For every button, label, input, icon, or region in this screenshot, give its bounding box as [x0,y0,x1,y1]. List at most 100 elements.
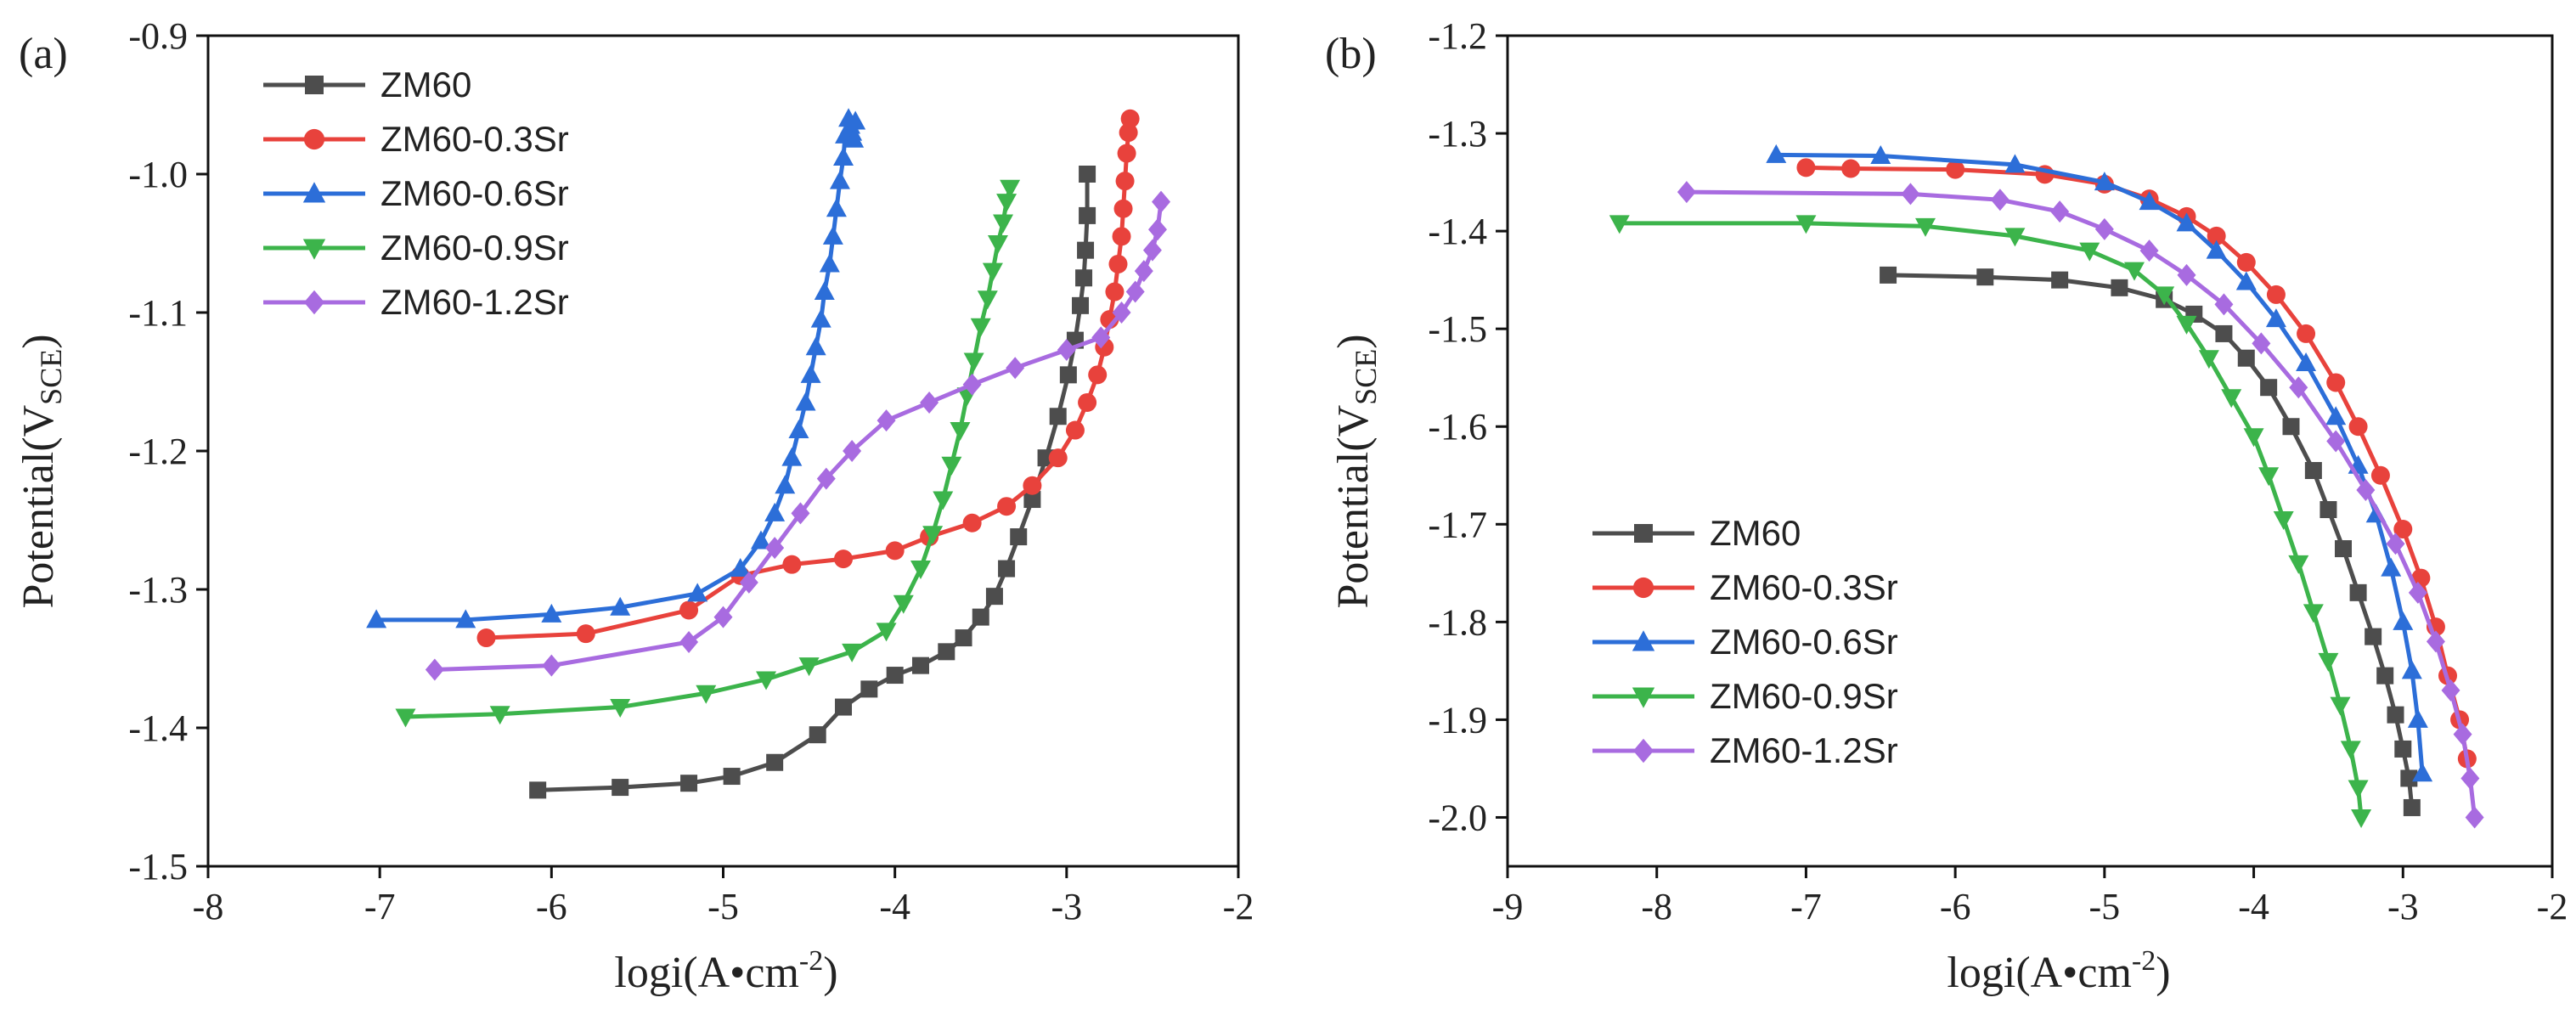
panel-a-series-zm60-0-3sr-point [1117,144,1136,163]
panel-b-series-zm60-point [2349,583,2367,601]
panel-a-series-zm60-0-9sr-point [933,491,954,510]
panel-a-series-zm60-0-3sr-point [1088,365,1108,385]
panel-b-legend-marker [1632,687,1655,708]
panel-a-series-zm60-0-3sr-point [885,541,905,561]
panel-a-series-zm60-0-3sr-point [1065,420,1085,440]
panel-b-axis-frame [1506,34,2554,868]
panel-b-legend-label: ZM60 [1710,513,1801,553]
panel-b-series-zm60-1-2sr-point [2356,479,2376,502]
panel-a-series-zm60-0-9sr-point [842,643,863,662]
panel-b-series-zm60-0-3sr-point [2207,226,2226,245]
panel-a-series-zm60-1-2sr-point [1152,190,1171,213]
panel-a-series-zm60-point [1075,269,1093,287]
panel-b-series-zm60-0-3sr-point [2348,417,2368,437]
panel-b-series-zm60-1-2sr-point [2289,376,2308,399]
panel-b-series-zm60-point [1976,268,1994,286]
panel-a-series-zm60-1-2sr-point [920,391,939,414]
panel-b-series-zm60-0-3sr-point [2370,465,2390,485]
panel-b-series-zm60-1-2sr-point [2426,630,2445,653]
panel-b-series-zm60-0-9sr-point [2124,262,2145,281]
panel-b-series-zm60-0-3sr-point [2236,252,2256,272]
panel-b-series-zm60-1-2sr-point [2214,293,2234,316]
panel-b-series-zm60-0-9sr-point [1795,215,1817,234]
panel-a-series-zm60-0-9sr-point [996,194,1017,213]
panel-b-series-zm60-0-9sr-point [2198,350,2219,369]
panel-a-series-zm60-0-6sr-point [805,336,826,356]
panel-b-series-zm60-point [2215,324,2233,342]
panel-b-series-zm60-0-6sr-line [1776,152,2425,774]
panel-a-legend-label: ZM60-0.6Sr [380,173,569,213]
panel-a-series-zm60-1-2sr-point [739,571,758,594]
panel-b-series-zm60-0-3sr-line [1806,165,2470,759]
panel-b-series-zm60-0-9sr-point [2288,555,2309,574]
panel-a-series-zm60-1-2sr-point [1125,280,1145,303]
panel-b-xlabel: logi(A•cm-2) [1947,945,2170,997]
panel-a-series-zm60-point [723,768,741,786]
panel-b-xtick-label: -9 [1492,886,1524,927]
panel-a-series-zm60-0-9sr-point [610,699,631,719]
panel-a-series-zm60-1-2sr-point [877,409,896,432]
panel-a-ytick-label: -1.2 [128,431,188,472]
panel-a-series-zm60-0-6sr-point [826,198,847,217]
panel-a-series-zm60-0-3sr-point [782,555,802,574]
panel-b-legend-marker [1632,577,1654,599]
panel-a-series-zm60-0-3sr-point [679,600,699,620]
panel-b-legend-label: ZM60-0.6Sr [1710,622,1898,662]
panel-a-series-zm60-0-6sr-point [788,420,809,439]
panel-a-series-zm60-0-3sr-point [1078,392,1097,412]
panel-a-series-zm60-line [538,174,1090,792]
panel-a-series-zm60-0-6sr-point [687,583,708,602]
panel-a-ytick-label: -0.9 [128,15,188,57]
panel-b-legend-marker [1632,630,1655,651]
panel-b-series-zm60-0-9sr-point [2348,780,2369,799]
panel-a-series-zm60-0-6sr-point [750,530,771,549]
panel-b-series-zm60-0-3sr-point [2411,568,2431,588]
panel-a-series-zm60-point [1072,296,1090,314]
panel-a-xtick-label: -2 [1223,886,1254,927]
panel-b-legend-label: ZM60-0.9Sr [1710,676,1898,716]
panel-b-series-zm60-1-2sr-point [2252,332,2271,355]
panel-a-series-zm60-0-6sr-point [610,596,631,616]
panel-a-ytick-label: -1.1 [128,292,188,334]
panel-b-series-zm60-0-9sr-point [2330,696,2351,716]
panel-a-series-zm60-1-2sr-point [1057,339,1076,362]
panel-b-series-zm60-0-9sr-point [2303,604,2324,623]
panel-a-series-zm60-0-6sr-point [822,225,843,245]
panel-b-series-zm60-0-9sr-point [2176,315,2197,335]
panel-b-series-zm60-0-6sr-point [2412,763,2433,782]
panel-a-series-zm60-0-3sr-point [997,497,1017,516]
panel-a-series-zm60-point [1059,366,1077,384]
panel-a-series-zm60-1-2sr-point [542,654,561,677]
panel-b-ylabel: Potential(VSCE) [1329,334,1383,608]
panel-a-series-zm60-1-2sr-point [425,658,444,681]
panel-a-series-zm60-0-6sr-point [366,609,387,628]
panel-b-xtick-label: -4 [2238,886,2269,927]
panel-a-series-zm60-1-2sr-point [765,537,785,560]
panel-b-legend-marker [1632,738,1654,764]
panel-a-series-zm60-0-6sr-point [455,609,476,628]
panel-a-series-zm60-0-9sr-point [1000,179,1021,199]
panel-a-series-zm60-0-6sr-point [819,253,840,273]
panel-a-series-zm60-1-2sr-point [1134,260,1153,283]
panel-a-series-zm60-0-9sr-point [963,352,984,372]
panel-a-series-zm60-0-3sr-point [1120,109,1140,128]
panel-a-series-zm60-1-2sr-point [791,502,810,525]
panel-a-series-zm60-0-9sr-point [893,595,914,614]
panel-a-series-zm60-point [612,779,629,797]
panel-a-series-zm60-0-6sr-point [775,475,796,494]
panel-b-series-zm60-0-3sr-point [2266,285,2286,304]
panel-b-series-zm60-0-6sr-point [2094,172,2115,191]
panel-a-legend-label: ZM60-0.9Sr [380,228,569,268]
panel-b-series-zm60-0-6sr-point [2139,191,2160,211]
panel-b-series-zm60-0-9sr-point [2154,286,2175,306]
panel-b-series-zm60-1-2sr-point [2094,217,2114,240]
panel-b-series-zm60-0-6sr-point [2206,240,2227,259]
panel-a-series-zm60-1-2sr-point [1091,326,1111,349]
panel-b-series-zm60-0-9sr-point [2318,652,2339,672]
panel-a-legend-label: ZM60-1.2Sr [380,282,569,322]
panel-a-series-zm60-1-2sr-point [1112,301,1131,324]
panel-b-series-zm60-0-3sr-point [2297,324,2316,343]
panel-b-series-zm60-0-6sr-point [2393,611,2414,630]
panel-a: (a) Potential(VSCE) logi(A•cm-2) -8 -7 -6-… [14,15,1254,997]
